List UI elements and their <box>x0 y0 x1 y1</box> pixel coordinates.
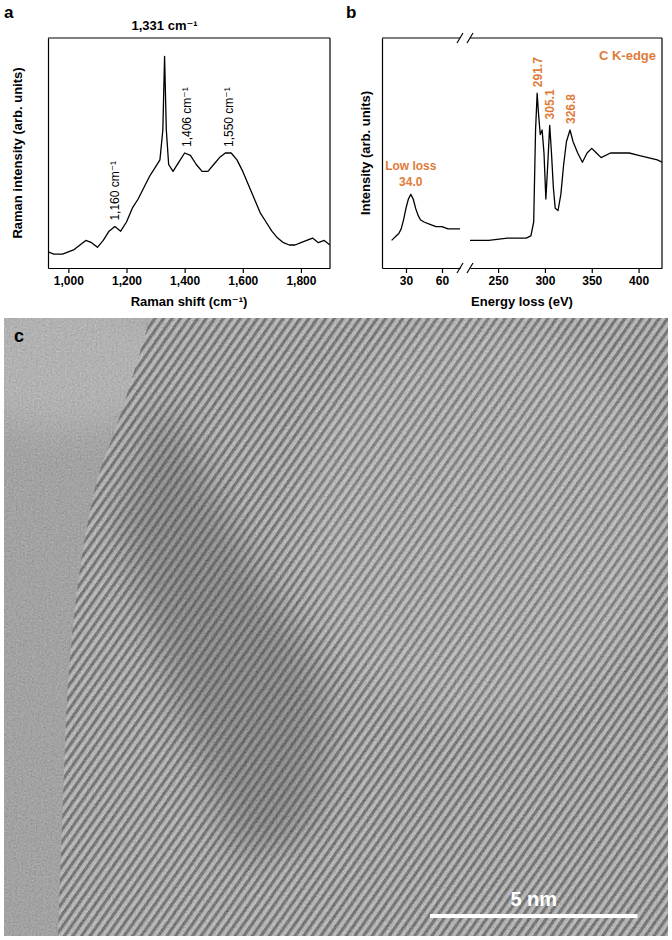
spectrum-line <box>470 93 662 240</box>
x-axis-title: Energy loss (eV) <box>471 294 573 309</box>
x-axis-line <box>383 268 461 269</box>
frame-right <box>661 38 662 268</box>
y-axis-title: Intensity (arb. units) <box>358 91 373 215</box>
figure: 1,000 1,200 1,400 1,600 1,800 Raman shift (cm… <box>0 0 672 940</box>
x-tick: 300 <box>535 268 555 288</box>
y-axis <box>382 39 383 269</box>
panel-letter: c <box>14 326 24 346</box>
plot-area <box>48 56 330 254</box>
annotation: 1,160 cm⁻¹ <box>108 161 122 221</box>
image-noise <box>4 318 668 936</box>
tick-label: 60 <box>436 274 450 288</box>
tick-mark <box>638 268 639 273</box>
panel-letter: a <box>4 3 14 22</box>
frame-top <box>470 37 662 38</box>
plot-area <box>470 93 662 240</box>
scale-bar-label: 5 nm <box>510 888 557 910</box>
annotation: 326.8 <box>564 94 578 124</box>
x-tick: 1,800 <box>286 268 316 288</box>
amorphous-region <box>4 318 668 936</box>
spectrum-line <box>392 194 460 240</box>
panel: 1,000 1,200 1,400 1,600 1,800 Raman shift (cm… <box>4 3 331 309</box>
tick-label: 30 <box>400 274 414 288</box>
frame-right <box>329 38 330 268</box>
tick-label: 400 <box>629 274 649 288</box>
tick-label: 1,400 <box>170 274 200 288</box>
annotation: 1,550 cm⁻¹ <box>222 87 236 147</box>
x-tick: 400 <box>629 268 649 288</box>
annotation: Low loss <box>385 159 437 173</box>
tick-label: 1,800 <box>286 274 316 288</box>
annotation: 34.0 <box>399 175 423 189</box>
y-axis-title: Raman intensity (arb. units) <box>10 67 25 238</box>
y-axis-line <box>382 39 383 269</box>
tick-label: 350 <box>582 274 602 288</box>
axis-break <box>457 33 463 43</box>
annotation: 1,406 cm⁻¹ <box>180 87 194 147</box>
plot-area <box>392 194 460 240</box>
scale-bar <box>430 914 638 918</box>
tick-mark <box>243 268 244 273</box>
x-axis-line <box>49 268 331 269</box>
tick-mark <box>68 268 69 273</box>
tick-mark <box>126 268 127 273</box>
tick-mark <box>406 268 407 273</box>
tick-mark <box>442 268 443 273</box>
annotation: C K-edge <box>599 48 656 63</box>
tick-label: 250 <box>489 274 509 288</box>
x-tick: 1,200 <box>112 268 142 288</box>
tick-mark <box>185 268 186 273</box>
tick-mark <box>545 268 546 273</box>
x-tick: 1,000 <box>54 268 84 288</box>
hrtem-image <box>4 318 668 936</box>
x-tick: 30 <box>400 268 414 288</box>
x-tick: 1,400 <box>170 268 200 288</box>
axis-break <box>467 33 473 43</box>
frame-top <box>48 37 330 38</box>
tick-mark <box>592 268 593 273</box>
tick-label: 300 <box>535 274 555 288</box>
panel: 250 300 350 400 Energy loss (eV) 291.7 305.1 32… <box>470 38 663 309</box>
x-tick: 350 <box>582 268 602 288</box>
x-axis-line <box>471 268 663 269</box>
frame-top <box>382 37 460 38</box>
panel: 30 60 Intensity (arb. units) b Low loss 34.0 <box>346 3 461 288</box>
tick-mark <box>498 268 499 273</box>
x-axis: 30 60 <box>383 268 461 288</box>
y-axis <box>48 39 49 269</box>
x-tick: 60 <box>436 268 450 288</box>
x-axis-title: Raman shift (cm⁻¹) <box>131 294 248 309</box>
axis-break <box>467 263 473 273</box>
panel-letter: b <box>346 3 356 22</box>
annotation: 1,331 cm⁻¹ <box>132 18 198 33</box>
tick-label: 1,000 <box>54 274 84 288</box>
x-axis: 250 300 350 400 <box>471 268 663 288</box>
x-axis: 1,000 1,200 1,400 1,600 1,800 <box>49 268 331 288</box>
x-tick: 1,600 <box>228 268 258 288</box>
tick-label: 1,200 <box>112 274 142 288</box>
tick-mark <box>301 268 302 273</box>
tick-label: 1,600 <box>228 274 258 288</box>
y-axis-line <box>48 39 49 269</box>
x-tick: 250 <box>489 268 509 288</box>
spectrum-line <box>48 56 330 254</box>
panel: c 5 nm <box>0 290 668 936</box>
annotation: 291.7 <box>531 57 545 87</box>
axis-break <box>457 263 463 273</box>
annotation: 305.1 <box>543 89 557 119</box>
